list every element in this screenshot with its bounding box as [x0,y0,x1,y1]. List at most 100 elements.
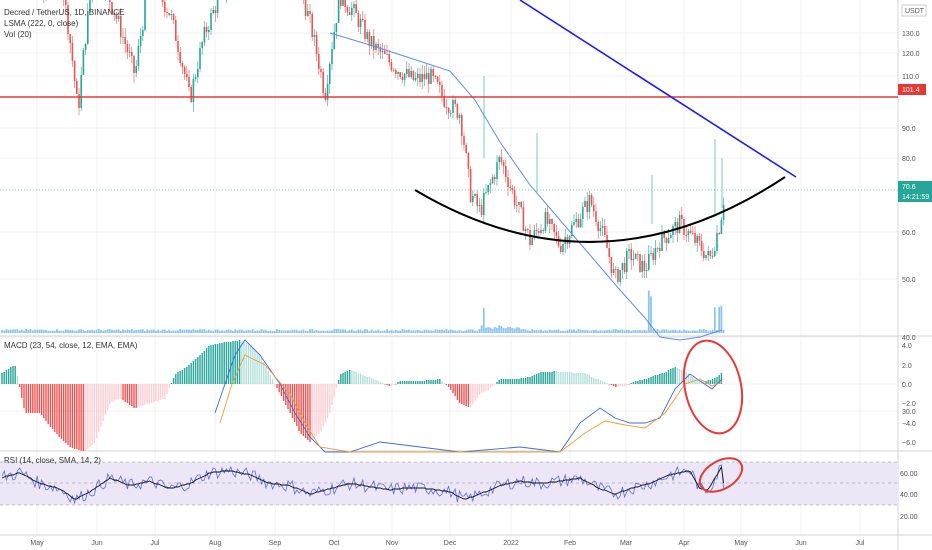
volume-bar [383,330,386,333]
time-axis-label: Aug [209,540,222,547]
macd-histogram-bar [617,384,619,387]
macd-histogram-bar [309,384,311,442]
candle-body [540,230,542,233]
candle-body [601,226,604,228]
macd-histogram-bar [43,384,45,418]
macd-histogram-bar [716,377,718,384]
candle-body [645,270,648,271]
volume-bar [293,329,296,333]
macd-histogram-bar [403,381,406,384]
macd-histogram-bar [164,384,166,399]
volume-bar [49,330,52,333]
macd-histogram-bar [84,384,87,451]
descending-trendline[interactable] [519,0,797,178]
macd-histogram-bar [381,383,384,384]
volume-bar [29,329,32,333]
macd-histogram-bar [498,380,500,384]
volume-bar [667,330,670,333]
candle-body [126,44,129,52]
volume-bar [174,330,177,333]
macd-histogram-bar [23,384,25,408]
candle-body [604,226,606,235]
macd-histogram-bar [14,366,16,384]
macd-histogram-bar [447,384,450,387]
macd-histogram-bar [623,384,626,386]
macd-histogram-bar [373,379,375,384]
macd-histogram-bar [153,384,155,402]
volume-bar [694,330,696,333]
volume-bar [269,330,272,333]
macd-histogram-bar [650,377,652,384]
macd-histogram-bar [256,352,258,384]
volume-bar [630,330,633,333]
volume-bar [537,330,540,333]
macd-histogram-bar [18,384,21,387]
macd-histogram-bar [485,384,487,391]
volume-bar [67,329,69,333]
macd-histogram-bar [34,384,36,413]
volume-bar [645,330,648,333]
candle-body [573,222,575,225]
candle-body [538,231,540,233]
macd-histogram-bar [183,368,186,384]
candle-body [355,4,357,13]
volume-bar [71,329,74,333]
candle-body [705,255,707,258]
candle-body [322,72,324,93]
volume-bar [522,329,525,333]
macd-histogram-bar [443,383,445,384]
candle-body [137,46,140,66]
candle-body [630,249,632,260]
macd-histogram-bar [221,343,223,384]
macd-histogram-bar [551,372,553,384]
candle-body [544,212,547,231]
candle-body [461,115,463,136]
volume-bar [487,326,490,333]
volume-bar [247,329,250,333]
candle-body [318,54,320,69]
volume-bar [493,326,496,333]
volume-bar [636,330,639,333]
macd-histogram-bar [355,372,357,384]
volume-bar [542,330,545,333]
price-tick-label: 120.0 [902,51,920,58]
candle-body [436,77,439,82]
volume-bar [42,330,45,333]
macd-histogram-bar [417,381,419,384]
volume-bar [702,329,705,333]
candle-body [720,220,723,234]
volume-bar [700,329,703,333]
candle-body [216,0,219,13]
candle-body [381,51,384,52]
macd-histogram-bar [703,381,705,384]
candle-body [419,74,421,82]
macd-tick-label: 0.0 [902,382,912,389]
macd-histogram-bar [131,384,133,406]
candle-body [401,77,404,80]
candle-body [632,259,635,260]
candle-body [663,232,665,238]
volume-bar [410,330,413,333]
volume-bar [456,330,459,333]
candle-body [654,248,657,260]
macd-histogram-bar [276,384,278,388]
volume-bar [262,330,265,333]
macd-histogram-bar [634,381,637,384]
volume-bar [397,330,399,333]
volume-bar [40,329,43,333]
time-axis-label: May [734,540,748,547]
macd-histogram-bar [69,384,71,447]
macd-histogram-bar [150,384,153,403]
volume-bar [443,330,446,333]
currency-tag[interactable]: USDT [901,4,927,17]
candle-body [390,62,393,70]
candle-body [370,36,373,46]
price-tick-label: 60.0 [902,230,916,237]
candle-body [212,10,214,13]
candle-body [678,215,681,233]
volume-bar [515,327,518,333]
price-tick-label: 40.0 [902,335,916,342]
candle-body [577,219,580,227]
cup-curve[interactable] [414,176,786,243]
